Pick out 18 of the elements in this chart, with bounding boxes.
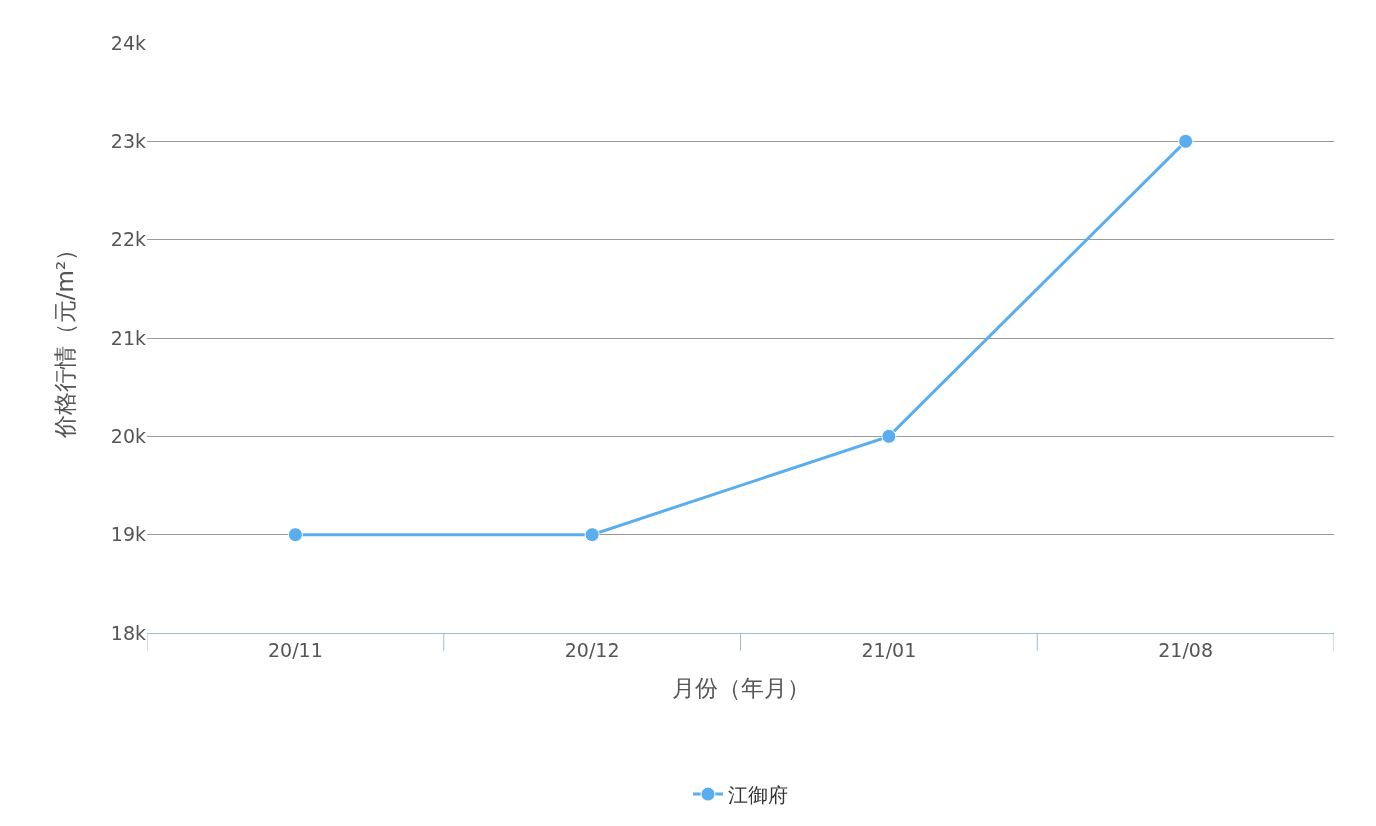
- point: [1178, 133, 1194, 149]
- point: [287, 527, 303, 543]
- y-tick-label: 21k: [110, 326, 146, 349]
- y-tick-label: 24k: [110, 31, 146, 54]
- point: [584, 527, 600, 543]
- y-axis-title: 价格行情（元/m²）: [52, 237, 79, 440]
- x-tick-label: 21/08: [1158, 638, 1214, 661]
- y-tick-label: 22k: [110, 228, 146, 251]
- x-tick-label: 21/01: [861, 638, 917, 661]
- x-tick-label: 20/11: [268, 638, 323, 661]
- x-axis-title: 月份（年月）: [671, 675, 810, 702]
- y-tick-label: 23k: [110, 129, 146, 152]
- y-tick-label: 19k: [110, 523, 146, 546]
- point: [881, 428, 897, 444]
- y-tick-label: 18k: [110, 621, 146, 644]
- y-tick-label: 20k: [110, 424, 146, 447]
- legend-label: 江御府: [728, 782, 788, 807]
- x-tick-label: 20/12: [564, 638, 620, 661]
